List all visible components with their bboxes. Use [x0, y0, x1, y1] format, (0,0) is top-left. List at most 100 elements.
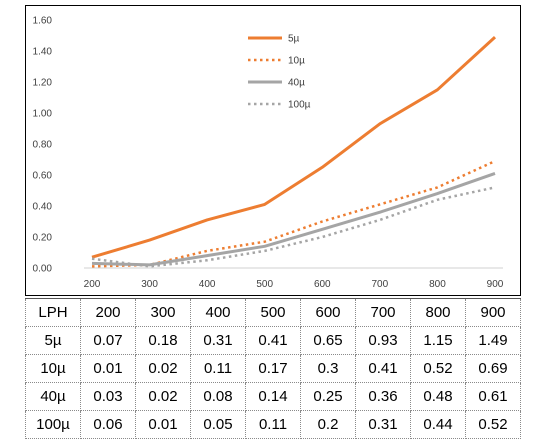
- table-row: 10µ 0.01 0.02 0.11 0.17 0.3 0.41 0.52 0.69: [25, 354, 521, 383]
- data-point: [263, 245, 266, 248]
- data-point: [321, 166, 324, 169]
- data-point: [148, 265, 151, 268]
- table-cell: 0.17: [245, 354, 301, 383]
- table-cell: 0.05: [190, 410, 246, 439]
- y-tick-label: 1.20: [33, 78, 53, 89]
- table-cell: 0.14: [245, 382, 301, 411]
- legend-label: 40µ: [288, 78, 305, 89]
- series-line-2: [91, 171, 496, 267]
- table-cell: 0.41: [355, 354, 411, 383]
- table-cell: 0.25: [300, 382, 356, 411]
- table-row: 5µ 0.07 0.18 0.31 0.41 0.65 0.93 1.15 1.49: [25, 326, 521, 355]
- y-tick-label: 0.60: [33, 171, 53, 182]
- table-cell: 0.36: [355, 382, 411, 411]
- y-tick-label: 1.40: [33, 47, 53, 58]
- series-line-0: [91, 35, 497, 259]
- table-cell: 0.52: [410, 354, 466, 383]
- table-header-cell: LPH: [25, 298, 81, 327]
- data-point: [206, 218, 209, 221]
- data-point: [378, 203, 381, 206]
- legend-label: 10µ: [288, 56, 305, 67]
- table-cell: 0.65: [300, 326, 356, 355]
- series-line-3: [91, 186, 496, 268]
- data-point: [148, 239, 151, 242]
- data-point: [206, 249, 209, 252]
- data-point: [263, 240, 266, 243]
- x-tick-label: 300: [141, 279, 158, 290]
- table-cell: 0.06: [80, 410, 136, 439]
- table-cell: 0.08: [190, 382, 246, 411]
- data-point: [378, 218, 381, 221]
- x-tick-label: 600: [314, 279, 331, 290]
- table-cell: 0.31: [355, 410, 411, 439]
- table-cell: 0.11: [190, 354, 246, 383]
- table-row: 40µ 0.03 0.02 0.08 0.14 0.25 0.36 0.48 0.61: [25, 382, 521, 411]
- data-point: [436, 88, 439, 91]
- x-tick-label: 200: [84, 279, 101, 290]
- table-cell: 0.41: [245, 326, 301, 355]
- table-header-cell: 200: [80, 298, 136, 327]
- data-point: [378, 122, 381, 125]
- table-cell: 0.11: [245, 410, 301, 439]
- y-tick-label: 0.80: [33, 140, 53, 151]
- legend-label: 100µ: [288, 100, 311, 111]
- data-point: [436, 198, 439, 201]
- line-chart: 0.00 0.20 0.40 0.60 0.80 1.00 1.20 1.40 1.60 200 3…: [33, 16, 504, 291]
- data-point: [321, 228, 324, 231]
- table-cell: 0.3: [300, 354, 356, 383]
- table-cell: 1.15: [410, 326, 466, 355]
- legend-label: 5µ: [288, 34, 300, 45]
- data-table: LPH 200 300 400 500 600 700 800 900 5µ 0.07 0.18 0.3…: [25, 298, 521, 439]
- table-header-cell: 700: [355, 298, 411, 327]
- table-body: LPH 200 300 400 500 600 700 800 900 5µ 0.07 0.18 0.3…: [25, 298, 521, 439]
- x-tick-label: 700: [372, 279, 389, 290]
- table-header-cell: 800: [410, 298, 466, 327]
- table-header-cell: 400: [190, 298, 246, 327]
- row-label-cell: 10µ: [25, 354, 81, 383]
- table-cell: 0.07: [80, 326, 136, 355]
- data-point: [494, 186, 497, 189]
- data-point: [206, 254, 209, 257]
- data-point: [91, 262, 94, 265]
- table-header-row: LPH 200 300 400 500 600 700 800 900: [25, 298, 521, 327]
- data-point: [321, 236, 324, 239]
- table-header-cell: 900: [465, 298, 521, 327]
- table-cell: 0.31: [190, 326, 246, 355]
- table-cell: 0.01: [80, 354, 136, 383]
- table-cell: 0.02: [135, 354, 191, 383]
- x-tick-label: 900: [487, 279, 504, 290]
- data-point: [321, 220, 324, 223]
- table-cell: 0.44: [410, 410, 466, 439]
- table-cell: 0.69: [465, 354, 521, 383]
- data-point: [263, 249, 266, 252]
- x-tick-label: 800: [429, 279, 446, 290]
- table-cell: 0.18: [135, 326, 191, 355]
- data-point: [494, 160, 497, 163]
- y-tick-label: 0.00: [33, 264, 53, 275]
- data-point: [436, 192, 439, 195]
- data-point: [263, 203, 266, 206]
- table-header-cell: 600: [300, 298, 356, 327]
- data-point: [436, 186, 439, 189]
- table-cell: 0.93: [355, 326, 411, 355]
- data-point: [494, 36, 497, 39]
- data-point: [91, 265, 94, 268]
- y-tick-label: 1.60: [33, 16, 53, 27]
- data-point: [378, 211, 381, 214]
- row-label-cell: 5µ: [25, 326, 81, 355]
- table-header-cell: 500: [245, 298, 301, 327]
- y-tick-label: 1.00: [33, 109, 53, 120]
- table-cell: 0.03: [80, 382, 136, 411]
- table-cell: 0.2: [300, 410, 356, 439]
- table-cell: 0.48: [410, 382, 466, 411]
- x-tick-label: 400: [199, 279, 216, 290]
- table-cell: 0.52: [465, 410, 521, 439]
- x-tick-label: 500: [256, 279, 273, 290]
- table-row: 100µ 0.06 0.01 0.05 0.11 0.2 0.31 0.44 0.52: [25, 410, 521, 439]
- data-point: [494, 172, 497, 175]
- data-point: [206, 259, 209, 262]
- table-cell: 0.02: [135, 382, 191, 411]
- y-tick-label: 0.20: [33, 233, 53, 244]
- row-label-cell: 100µ: [25, 410, 81, 439]
- row-label-cell: 40µ: [25, 382, 81, 411]
